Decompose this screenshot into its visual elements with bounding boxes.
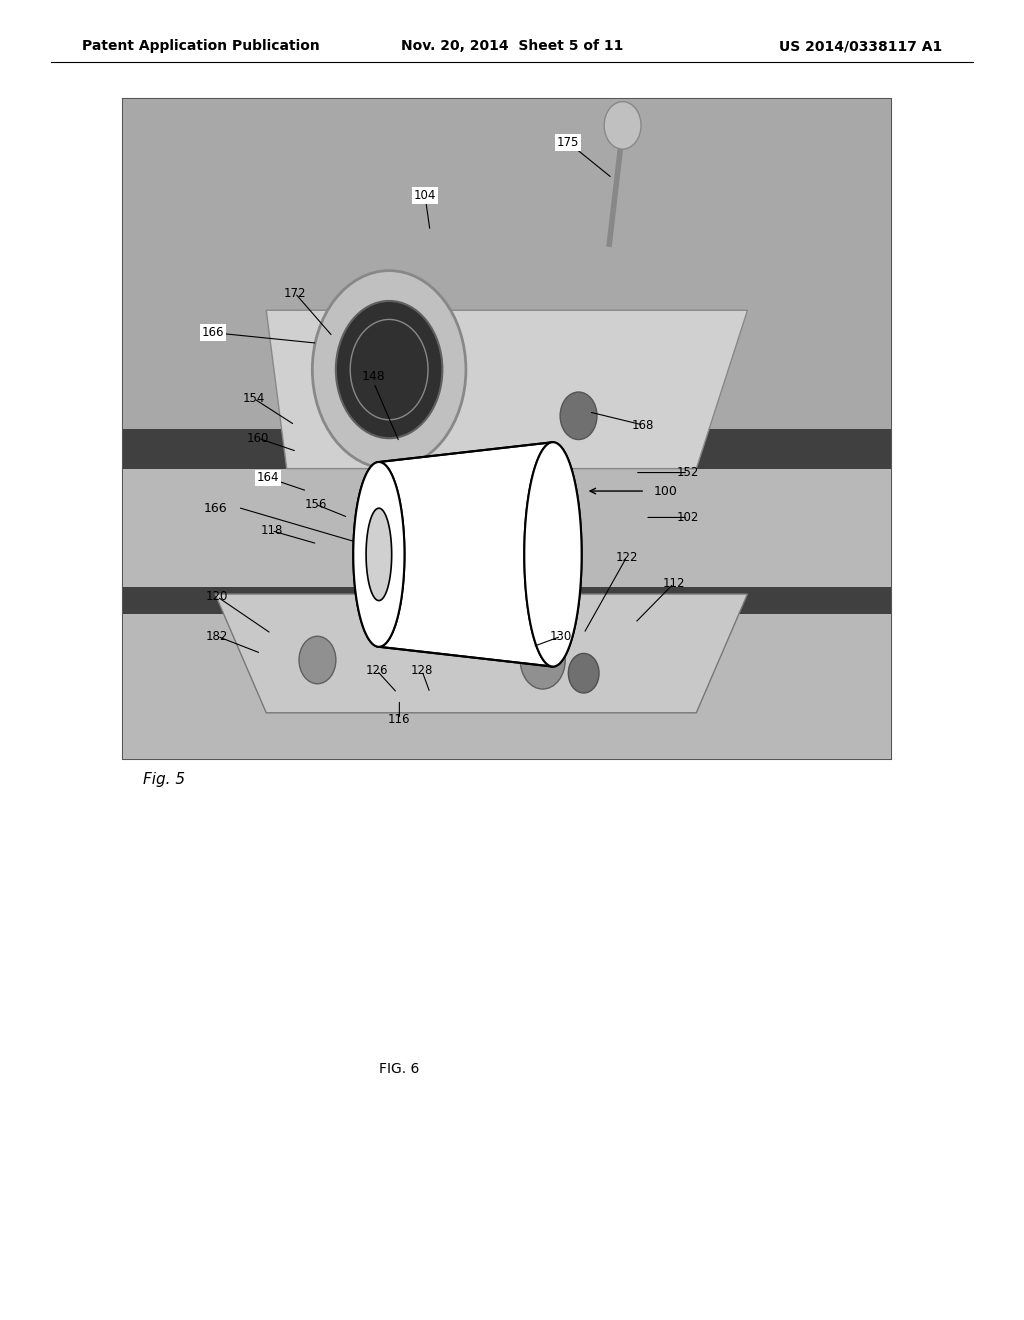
Polygon shape: [215, 594, 748, 713]
Polygon shape: [367, 508, 391, 601]
Bar: [123, 429, 891, 469]
Text: 156: 156: [304, 498, 327, 511]
Text: 166: 166: [202, 326, 224, 339]
Text: 102: 102: [677, 511, 699, 524]
Text: Patent Application Publication: Patent Application Publication: [82, 40, 319, 53]
Text: 168: 168: [632, 418, 654, 432]
Text: 166: 166: [203, 502, 227, 515]
Text: 100: 100: [653, 484, 677, 498]
Circle shape: [568, 653, 599, 693]
Text: Nov. 20, 2014  Sheet 5 of 11: Nov. 20, 2014 Sheet 5 of 11: [400, 40, 624, 53]
Text: 104: 104: [414, 189, 436, 202]
Text: 148: 148: [361, 370, 386, 383]
Text: 130: 130: [550, 630, 572, 643]
Text: 160: 160: [247, 432, 269, 445]
Circle shape: [299, 636, 336, 684]
Text: 122: 122: [615, 550, 638, 564]
Text: 152: 152: [677, 466, 699, 479]
Text: 120: 120: [206, 590, 228, 603]
Text: Fig. 5: Fig. 5: [143, 772, 185, 787]
Text: 128: 128: [411, 664, 433, 677]
Text: 172: 172: [284, 286, 306, 300]
Polygon shape: [353, 462, 404, 647]
Bar: [123, 449, 891, 759]
Text: 112: 112: [663, 577, 685, 590]
Polygon shape: [266, 310, 748, 469]
Bar: [123, 99, 891, 449]
Polygon shape: [353, 462, 404, 647]
Text: 118: 118: [260, 524, 283, 537]
Text: 116: 116: [388, 713, 411, 726]
Text: 126: 126: [366, 664, 388, 677]
Text: 182: 182: [206, 630, 228, 643]
Polygon shape: [379, 442, 553, 667]
Text: 154: 154: [243, 392, 265, 405]
Polygon shape: [524, 442, 582, 667]
Polygon shape: [367, 508, 391, 601]
Text: FIG. 6: FIG. 6: [379, 1063, 420, 1076]
Polygon shape: [524, 442, 582, 667]
Text: 175: 175: [557, 136, 580, 149]
Circle shape: [520, 631, 565, 689]
Bar: [123, 587, 891, 614]
Text: 164: 164: [257, 471, 280, 484]
Text: US 2014/0338117 A1: US 2014/0338117 A1: [779, 40, 942, 53]
Circle shape: [312, 271, 466, 469]
Bar: [123, 99, 891, 759]
Circle shape: [560, 392, 597, 440]
Circle shape: [604, 102, 641, 149]
Circle shape: [336, 301, 442, 438]
